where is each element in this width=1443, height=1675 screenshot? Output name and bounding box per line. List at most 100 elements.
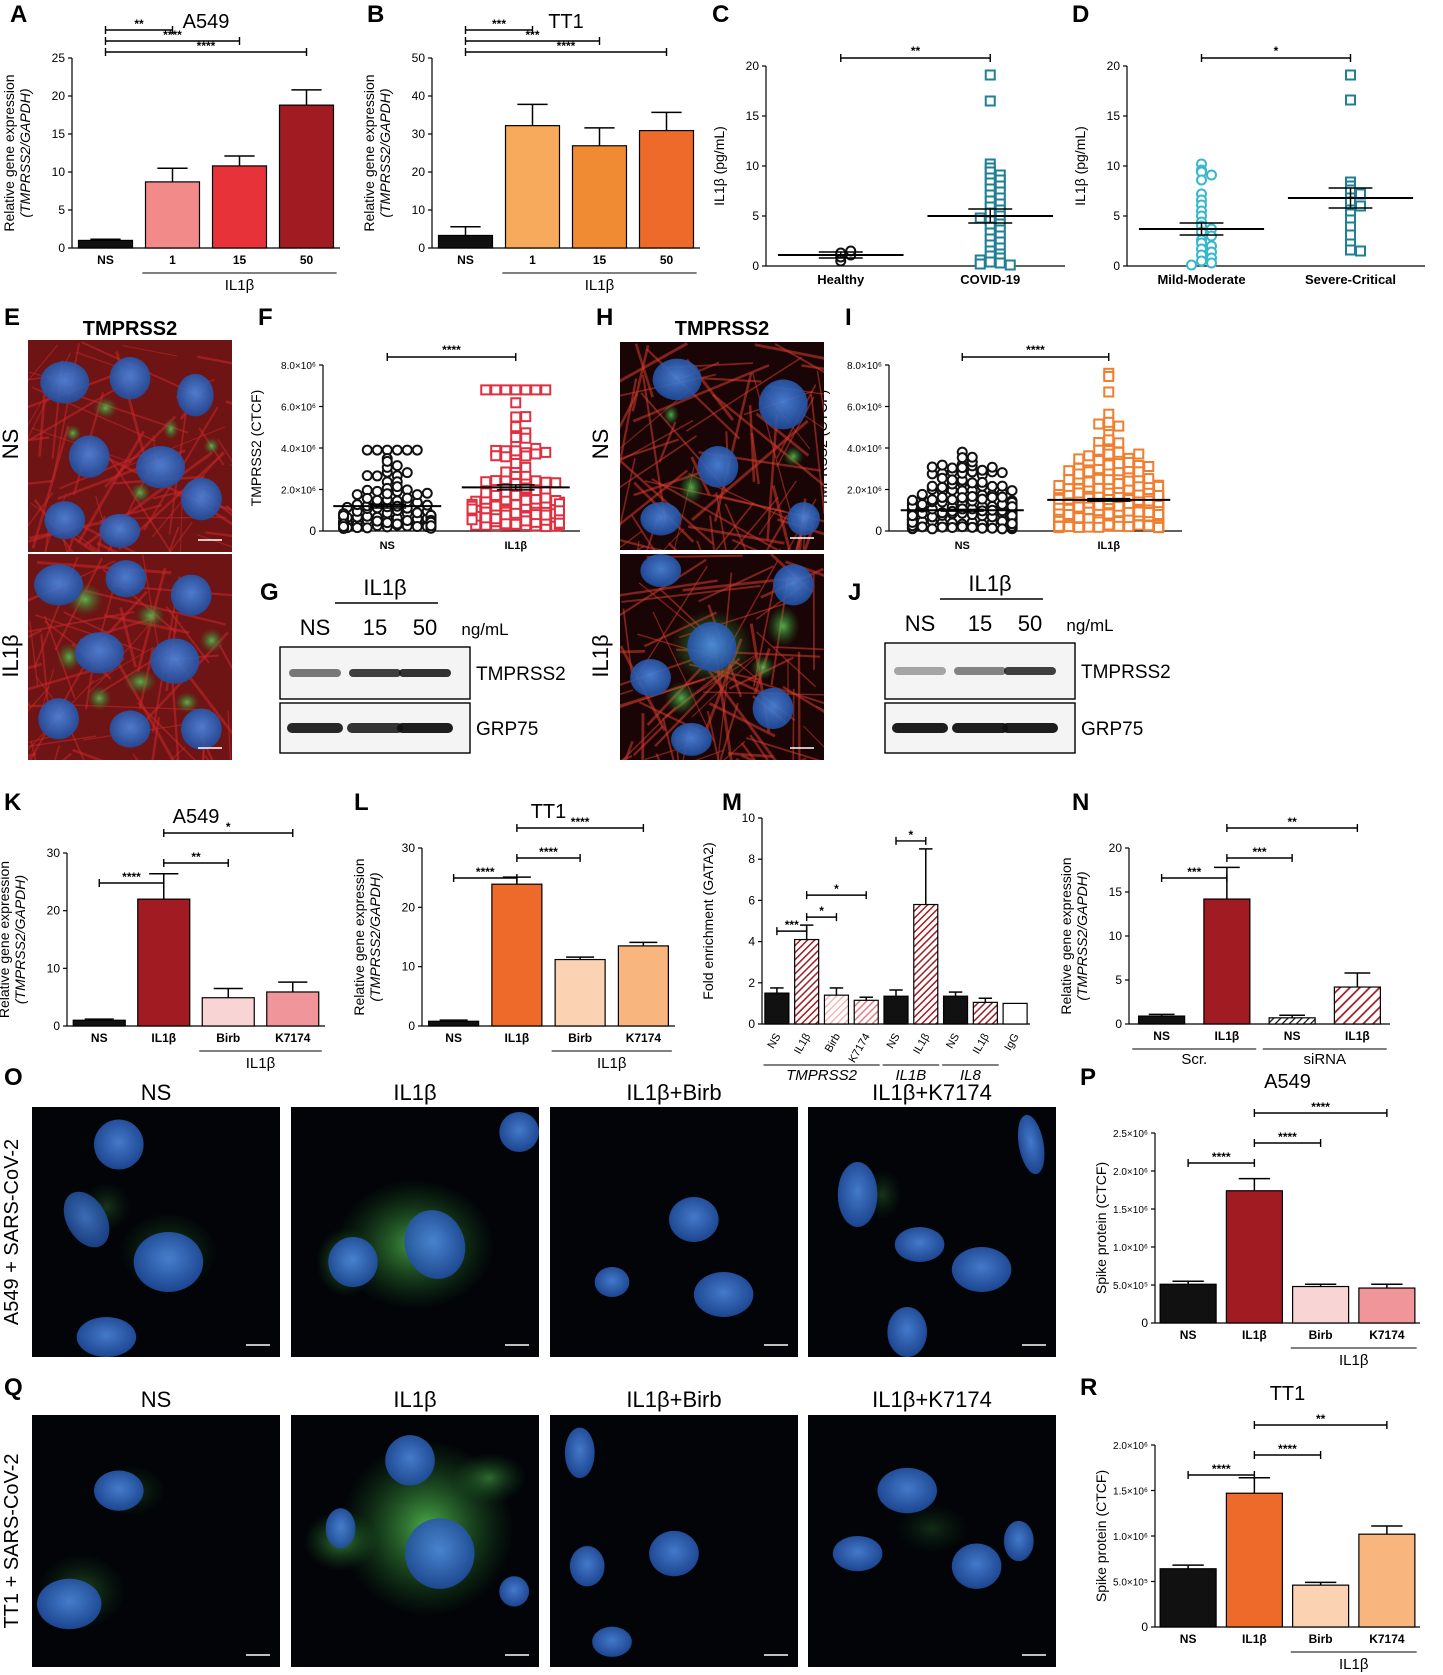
chart-title: TT1 [531, 801, 567, 823]
panel-letter: N [1072, 789, 1089, 816]
data-point [966, 477, 978, 489]
y-tick-label: 15 [52, 127, 66, 141]
data-point [1113, 420, 1125, 432]
y-axis-label: (TMPRSS2/GAPDH) [17, 88, 33, 217]
nucleus [405, 1518, 475, 1589]
blot-band [1004, 667, 1056, 675]
data-point [1103, 370, 1115, 382]
x-tick-label: 15 [233, 253, 247, 267]
chart-D: 0 5 10 15 20 Mild-Moderate Severe-Critical IL1β… [1072, 44, 1425, 287]
data-point [1103, 519, 1115, 531]
nucleus [181, 477, 222, 521]
sig-label: **** [1278, 1442, 1297, 1456]
data-point [976, 464, 988, 476]
data-point [510, 411, 522, 423]
y-tick-label: 10 [47, 961, 61, 975]
data-point [1103, 416, 1115, 428]
data-point [391, 444, 403, 456]
actin-fiber [36, 560, 172, 575]
data-point [391, 518, 403, 530]
blot-band [397, 723, 453, 733]
cytoplasm-stain [766, 605, 800, 647]
y-tick-label: 0 [408, 1019, 415, 1033]
data-point [1073, 512, 1085, 524]
blot-band [952, 723, 1008, 733]
bar [1292, 1285, 1350, 1324]
actin-fiber [28, 344, 58, 382]
row-label: NS [0, 429, 23, 460]
data-point [351, 522, 363, 534]
nucleus [837, 1162, 878, 1227]
bar [638, 129, 695, 249]
panel-letter: H [596, 304, 613, 331]
nucleus [951, 1543, 1002, 1589]
nucleus [36, 1578, 102, 1630]
panel-letter: R [1080, 1374, 1097, 1401]
y-tick-label: 4.0×10⁶ [847, 444, 882, 455]
nucleus [640, 554, 682, 587]
x-tick-label: 1 [169, 253, 176, 267]
data-point [966, 491, 978, 503]
x-tick-label: COVID-19 [960, 272, 1020, 287]
data-point [1345, 69, 1356, 81]
data-point [1083, 521, 1095, 533]
data-point [926, 523, 938, 535]
sig-label: ** [911, 44, 921, 58]
bar [913, 903, 939, 1025]
bar [1333, 986, 1381, 1025]
bar [942, 995, 969, 1025]
sig-label: *** [785, 918, 799, 932]
data-point [490, 384, 502, 396]
nucleus [94, 1119, 144, 1170]
data-point [381, 517, 393, 529]
data-point [1133, 506, 1145, 518]
bar [278, 104, 335, 249]
data-point [1063, 474, 1075, 486]
data-point [1073, 487, 1085, 499]
bar [764, 992, 790, 1025]
actin-fiber [747, 678, 824, 704]
data-point [1143, 507, 1155, 519]
actin-fiber [28, 436, 50, 442]
sig-label: ** [191, 850, 201, 864]
actin-fiber [632, 364, 770, 423]
data-point [1083, 450, 1095, 462]
y-axis-label: IL1β (pg/mL) [1072, 126, 1088, 206]
panel-letter: J [848, 579, 861, 606]
data-point [1083, 476, 1095, 488]
bar [1268, 1017, 1316, 1025]
data-point [1103, 434, 1115, 446]
nucleus [832, 1535, 883, 1572]
cytoplasm-stain [662, 404, 680, 426]
y-tick-label: 50 [412, 51, 426, 65]
chart-title: A549 [183, 11, 230, 33]
data-point [1103, 448, 1115, 460]
nucleus [38, 698, 79, 740]
actin-fiber [719, 702, 739, 760]
nucleus [68, 435, 110, 478]
actin-fiber [707, 710, 720, 760]
nucleus [877, 1467, 937, 1514]
actin-fiber [28, 702, 31, 706]
sig-label: **** [1278, 1130, 1297, 1144]
data-point [510, 384, 522, 396]
data-point [986, 480, 998, 492]
bar [266, 991, 320, 1027]
chart-title: A549 [1264, 1071, 1311, 1093]
y-axis-label: (TMPRSS2/GAPDH) [377, 88, 393, 217]
data-point [1113, 478, 1125, 490]
sig-label: **** [539, 845, 558, 859]
y-tick-label: 15 [746, 109, 760, 123]
data-point [361, 470, 373, 482]
actin-fiber [620, 342, 689, 383]
actin-fiber [724, 503, 747, 550]
data-point [974, 212, 986, 224]
actin-fiber [620, 754, 633, 760]
data-point [1063, 465, 1075, 477]
nucleus [758, 379, 808, 430]
nucleus [404, 1210, 466, 1279]
actin-fiber [655, 753, 661, 760]
chart-title: A549 [173, 806, 220, 828]
bar [1292, 1584, 1350, 1628]
data-point [401, 492, 413, 504]
